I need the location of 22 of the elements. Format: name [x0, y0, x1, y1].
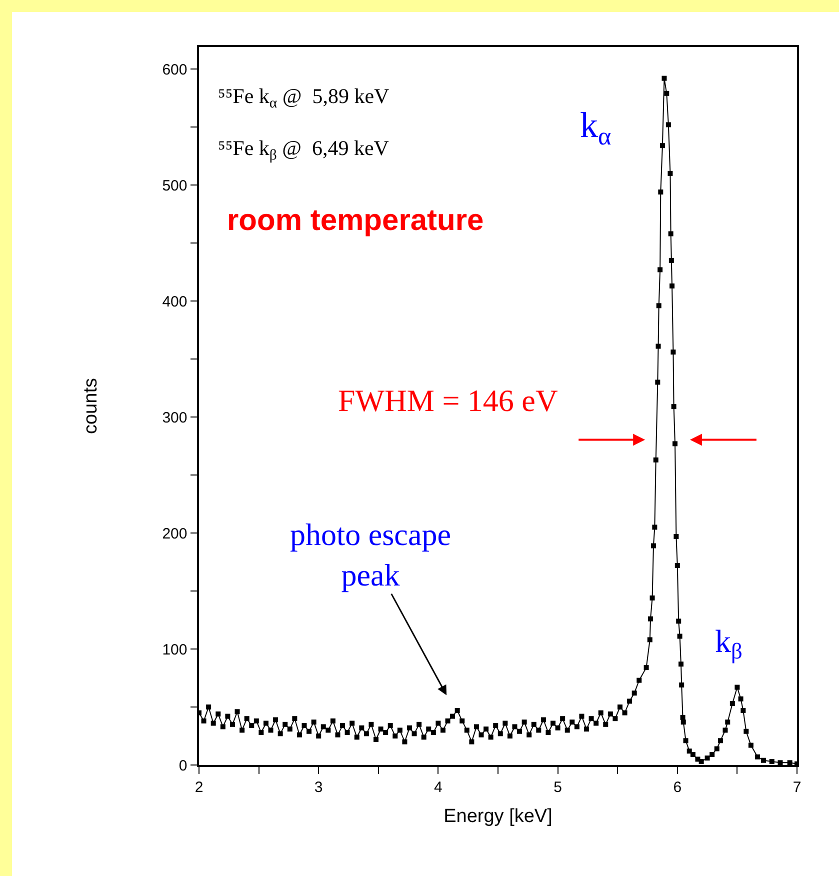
y-tick-label: 400 — [162, 293, 188, 310]
y-tick-label: 500 — [162, 177, 188, 194]
x-tick-label: 2 — [194, 778, 204, 796]
y-tick-label: 100 — [162, 641, 188, 658]
x-tick-label: 4 — [434, 778, 442, 796]
annotation: k$_{β}$ — [715, 623, 742, 664]
x-tick-label: 7 — [792, 778, 802, 796]
y-axis-title: counts — [80, 378, 102, 434]
annotation: ⁵⁵Fe k$_{α}$ @ 5,89 keV — [218, 84, 390, 112]
annotation: k$_{α}$ — [580, 105, 612, 151]
x-tick-label: 3 — [314, 778, 323, 796]
annotation: room temperature — [227, 204, 484, 237]
x-tick-label: 5 — [554, 778, 562, 796]
x-tick-label: 6 — [673, 778, 682, 796]
annotation: FWHM = 146 eV — [338, 383, 558, 418]
y-tick-label: 300 — [162, 409, 188, 426]
annotation: photo escape peak — [290, 517, 451, 592]
y-tick-label: 200 — [162, 525, 188, 542]
y-tick-label: 0 — [178, 757, 188, 774]
x-axis-title: Energy [keV] — [444, 806, 552, 828]
y-tick-label: 600 — [162, 61, 188, 78]
annotation: ⁵⁵Fe k$_{β}$ @ 6,49 keV — [218, 136, 389, 164]
